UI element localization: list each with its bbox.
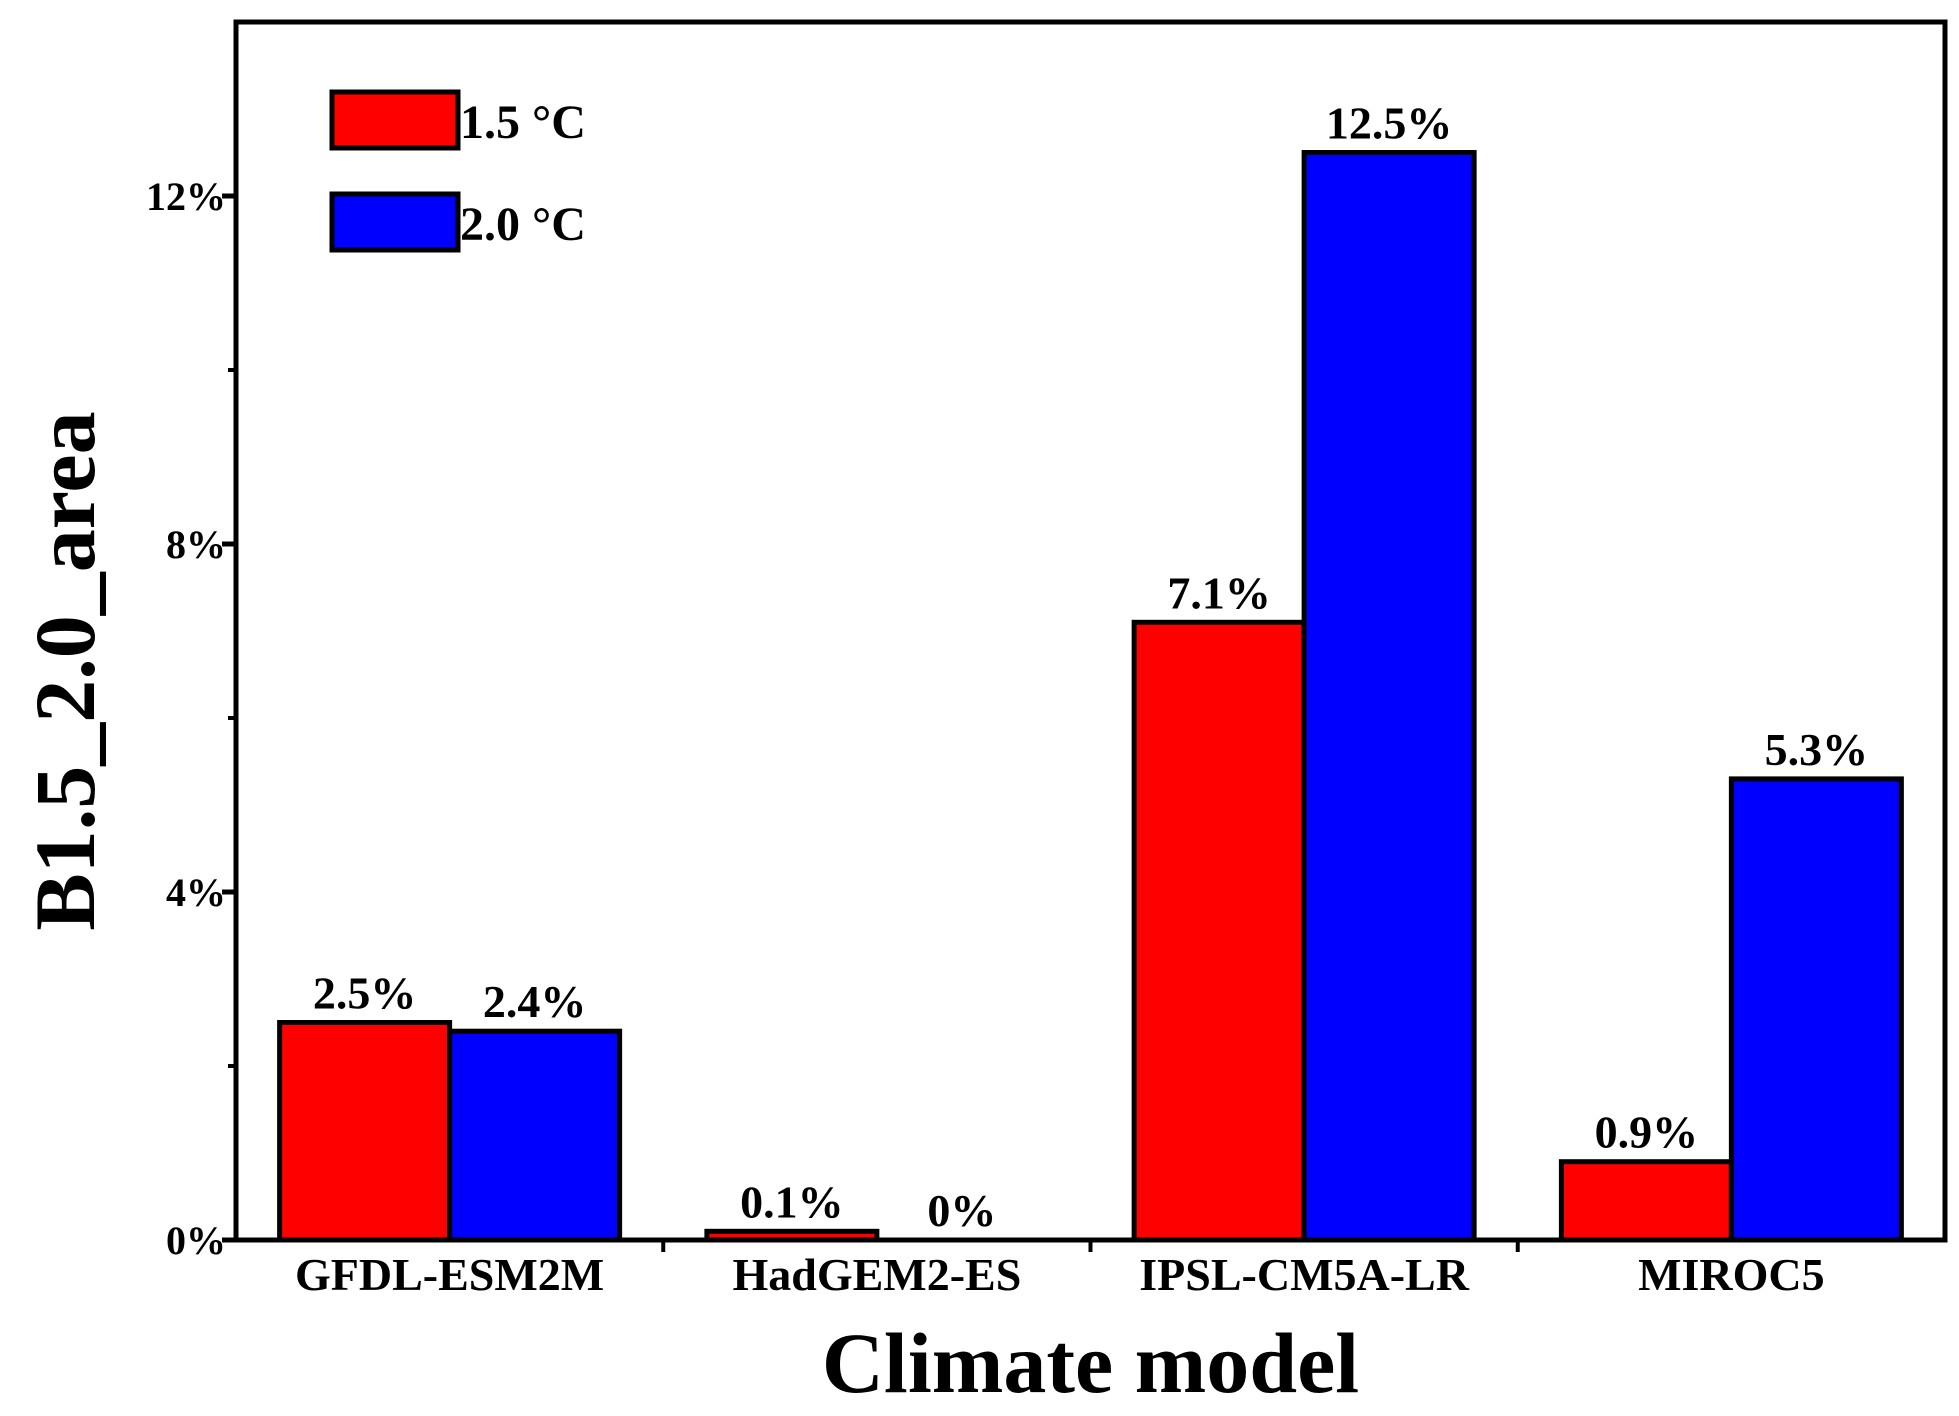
bar-series1-gfdl-esm2m bbox=[277, 1020, 453, 1243]
x-axis-title: Climate model bbox=[822, 1315, 1359, 1411]
x-tick-label: IPSL-CM5A-LR bbox=[1139, 1249, 1469, 1300]
y-tick-label: 8% bbox=[166, 522, 226, 567]
axes-group bbox=[222, 19, 1948, 1252]
legend-swatch-2 bbox=[329, 191, 461, 253]
value-label: 2.5% bbox=[313, 968, 417, 1019]
x-tick-label: MIROC5 bbox=[1638, 1249, 1825, 1300]
value-label: 5.3% bbox=[1765, 724, 1869, 775]
bars-group bbox=[277, 150, 1904, 1243]
legend: 1.5 °C 2.0 °C bbox=[329, 89, 586, 253]
bar-series2-ipsl-cm5a-lr bbox=[1301, 150, 1477, 1243]
x-tick-label: HadGEM2-ES bbox=[732, 1249, 1021, 1300]
bar-series1-ipsl-cm5a-lr bbox=[1131, 619, 1307, 1243]
bar-series2-gfdl-esm2m bbox=[447, 1028, 623, 1243]
bar-series2-miroc5 bbox=[1728, 776, 1904, 1243]
value-label: 0.9% bbox=[1595, 1107, 1699, 1158]
value-label: 12.5% bbox=[1326, 98, 1453, 149]
y-tick-label: 4% bbox=[166, 870, 226, 915]
bar-series1-miroc5 bbox=[1558, 1159, 1734, 1243]
value-label: 7.1% bbox=[1167, 567, 1271, 618]
value-label: 2.4% bbox=[483, 976, 587, 1027]
legend-label-2: 2.0 °C bbox=[460, 198, 586, 251]
value-label: 0.1% bbox=[740, 1176, 844, 1227]
y-tick-label: 12% bbox=[146, 174, 226, 219]
legend-label-1: 1.5 °C bbox=[460, 96, 586, 149]
legend-swatch-1 bbox=[329, 89, 461, 151]
y-tick-label: 0% bbox=[166, 1218, 226, 1263]
x-tick-label: GFDL-ESM2M bbox=[295, 1249, 604, 1300]
value-label: 0% bbox=[927, 1185, 996, 1236]
labels-group: 2.5% 2.4% GFDL-ESM2M 0.1% 0% HadGEM2-ES 7.1% 12… bbox=[146, 98, 1868, 1301]
y-axis-title: B1.5_2.0_area bbox=[17, 411, 113, 930]
